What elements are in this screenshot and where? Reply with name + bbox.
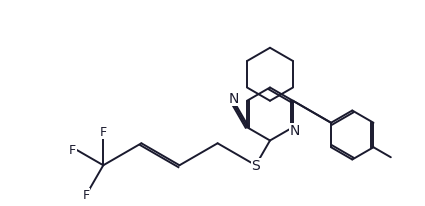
Text: N: N: [229, 92, 239, 106]
Text: F: F: [69, 144, 76, 157]
Text: S: S: [251, 158, 260, 172]
Text: F: F: [82, 188, 89, 201]
Text: N: N: [290, 124, 300, 138]
Text: F: F: [100, 125, 107, 138]
